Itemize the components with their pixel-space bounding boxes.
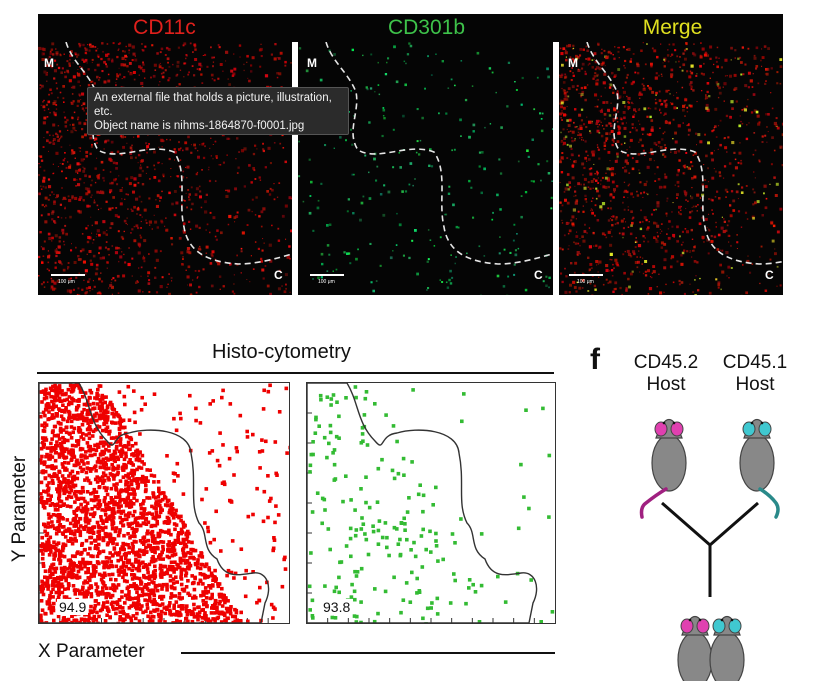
corner-label-m: M [44, 56, 54, 70]
scale-bar-label: 100 μm [577, 279, 594, 285]
cd301b-image-svg [298, 42, 553, 295]
corner-label-c: C [534, 268, 543, 282]
gate-outline [39, 383, 270, 623]
cd301b-image: M C 100 μm [298, 42, 553, 295]
ear [758, 421, 772, 437]
panel-divider [553, 42, 559, 295]
tooltip-line: Object name is nihms-1864870-f0001.jpg [94, 120, 305, 132]
scatter-points [39, 383, 289, 623]
parabiosis-diagram [639, 418, 780, 681]
cd11c-scatter-plot: 94.9 [38, 382, 290, 624]
host-label-line: Host [735, 374, 775, 395]
cd11c-scatter-svg [39, 383, 289, 623]
cd11c-image-svg [38, 42, 292, 295]
scatter-points [307, 385, 555, 623]
y-axis-label: Y Parameter [9, 455, 30, 563]
tooltip-line: etc. [94, 106, 113, 118]
ear [680, 618, 694, 634]
host-label-left: CD45.2 Host [622, 352, 710, 396]
tooltip-line: An external file that holds a picture, i… [94, 92, 332, 104]
host-label-right: CD45.1 Host [711, 352, 799, 396]
ear [670, 421, 684, 437]
corner-label-c: C [765, 268, 774, 282]
ear [696, 618, 710, 634]
panel-title-cd301b: CD301b [300, 14, 553, 42]
corner-label-c: C [274, 268, 283, 282]
scale-bar [51, 274, 85, 276]
panel-title-cd11c: CD11c [38, 14, 291, 42]
scale-bar [569, 274, 603, 276]
gate-outline [307, 383, 538, 623]
panel-title-merge: Merge [562, 14, 783, 42]
y-connector-right [709, 501, 759, 547]
axis-ticks [307, 412, 535, 623]
panel-f-label: f [590, 343, 600, 376]
host-label-line: CD45.2 [633, 352, 699, 373]
ear [654, 421, 668, 437]
corner-label-m: M [307, 56, 317, 70]
fluorescence-texture [38, 42, 292, 295]
gate-percentage: 94.9 [57, 599, 89, 615]
image-tooltip: An external file that holds a picture, i… [87, 87, 349, 135]
merge-image: M C 100 μm [559, 42, 783, 295]
mouse-icon [739, 418, 780, 519]
scale-bar-label: 100 μm [318, 279, 335, 285]
cd301b-scatter-svg [307, 383, 555, 623]
fluorescence-texture [298, 42, 553, 295]
scale-bar-label: 100 μm [58, 279, 75, 285]
fluorescence-texture [559, 42, 783, 295]
scale-bar [310, 274, 344, 276]
mouse-icon-pair [677, 615, 745, 681]
cd11c-image: M C 100 μm [38, 42, 292, 295]
medulla-cortex-boundary [586, 42, 783, 265]
merge-image-svg [559, 42, 783, 295]
gate-percentage: 93.8 [321, 599, 353, 615]
medulla-cortex-boundary [65, 42, 292, 265]
cd301b-scatter-plot: 93.8 [306, 382, 556, 624]
histo-title-rule [37, 372, 554, 374]
ear [742, 421, 756, 437]
host-label-line: CD45.1 [722, 352, 788, 373]
x-axis-label: X Parameter [38, 641, 145, 662]
mouse-icon [639, 418, 687, 519]
y-connector-left [661, 501, 711, 547]
corner-label-m: M [568, 56, 578, 70]
x-axis-rule [181, 652, 555, 654]
host-label-line: Host [646, 374, 686, 395]
ear [728, 618, 742, 634]
ear [712, 618, 726, 634]
histo-title: Histo-cytometry [212, 341, 351, 363]
medulla-cortex-boundary [325, 42, 553, 265]
panel-divider [292, 42, 298, 295]
